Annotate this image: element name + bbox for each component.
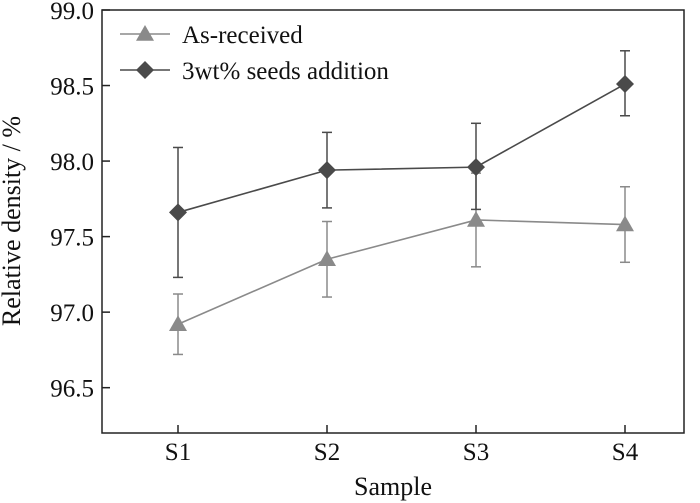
series-1 xyxy=(169,172,634,356)
series-line xyxy=(177,83,626,214)
legend-label: 3wt% seeds addition xyxy=(182,58,389,85)
data-point xyxy=(467,210,485,227)
plot-frame xyxy=(101,9,685,434)
series-line xyxy=(177,219,626,325)
legend-marker xyxy=(136,61,154,79)
x-tick-label: S2 xyxy=(314,439,340,466)
y-tick-label: 98.0 xyxy=(50,149,94,176)
data-point xyxy=(318,250,336,267)
x-axis-title: Sample xyxy=(354,472,432,501)
x-axis: S1 S2 S3 S4 xyxy=(165,425,639,466)
data-point xyxy=(467,158,485,177)
data-point xyxy=(616,215,634,232)
y-tick-label: 96.5 xyxy=(50,376,94,403)
y-tick-label: 99.0 xyxy=(50,0,94,25)
legend: As-received 3wt% seeds addition xyxy=(120,22,389,85)
x-tick-label: S4 xyxy=(612,439,639,466)
y-tick-label: 97.5 xyxy=(50,225,94,252)
y-axis: 96.5 97.0 97.5 98.0 98.5 99.0 xyxy=(50,0,110,403)
series-layer xyxy=(169,50,634,356)
x-tick-label: S3 xyxy=(463,439,489,466)
legend-marker xyxy=(136,25,154,41)
data-point xyxy=(318,161,336,180)
x-tick-label: S1 xyxy=(165,439,191,466)
data-point xyxy=(169,315,187,331)
y-axis-title: Relative density / % xyxy=(0,116,26,326)
y-tick-label: 97.0 xyxy=(50,300,94,327)
data-point xyxy=(616,75,634,94)
legend-label: As-received xyxy=(182,22,303,49)
y-tick-label: 98.5 xyxy=(50,74,94,101)
data-point xyxy=(169,203,187,222)
series-2 xyxy=(169,50,634,279)
